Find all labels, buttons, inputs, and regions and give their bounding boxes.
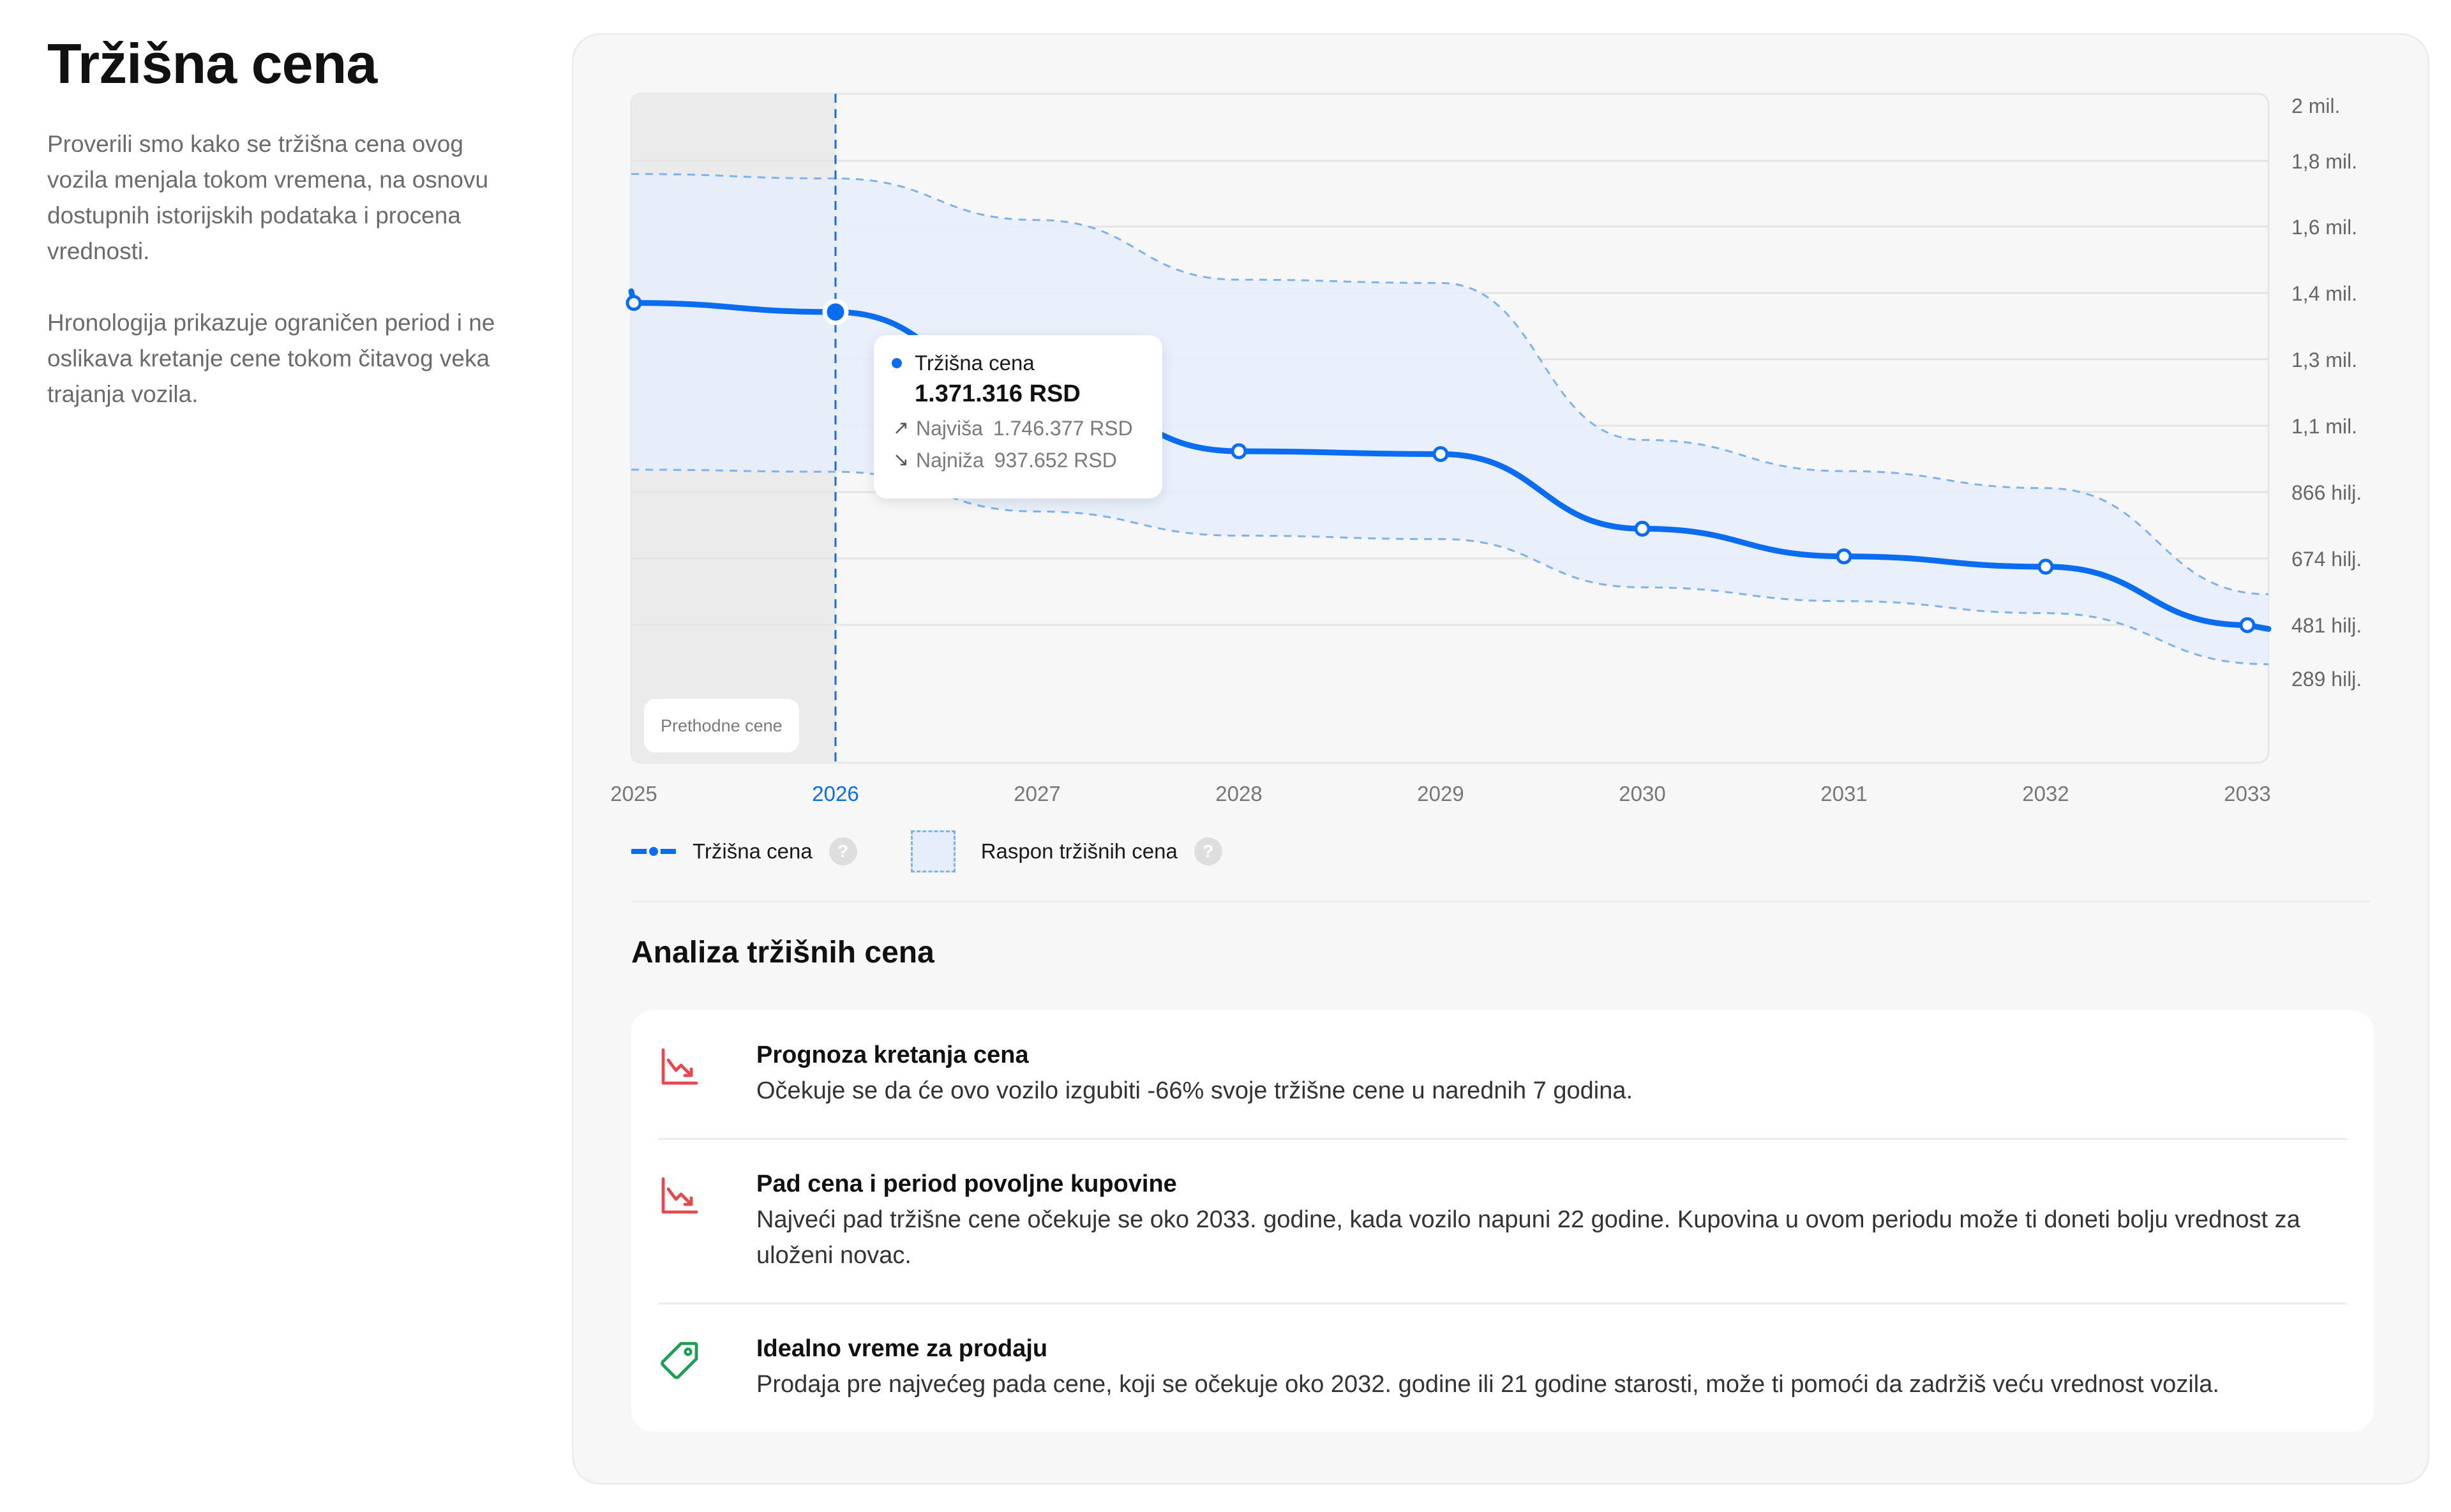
- analysis-separator: [658, 1303, 2347, 1305]
- analysis-item-title: Idealno vreme za prodaju: [756, 1335, 1048, 1362]
- analysis-panel: Prognoza kretanja cena Očekuje se da će …: [631, 1010, 2374, 1432]
- analysis-item-title: Pad cena i period povoljne kupovine: [756, 1171, 1177, 1197]
- x-tick-label[interactable]: 2030: [1619, 782, 1665, 805]
- y-tick-label: 1,6 mil.: [2291, 216, 2357, 239]
- analysis-separator: [658, 1138, 2347, 1140]
- tooltip-low-label: Najniža: [916, 449, 984, 472]
- price-chart-svg[interactable]: 2 mil. 1,8 mil. 1,6 mil. 1,4 mil. 1,3 mil. 1,…: [574, 35, 2431, 929]
- data-point[interactable]: [2239, 617, 2256, 633]
- x-tick-label[interactable]: 2026: [812, 782, 858, 805]
- y-tick-label: 481 hilj.: [2291, 614, 2362, 637]
- tooltip-low-value: 937.652 RSD: [994, 449, 1117, 472]
- line-marker-icon: [631, 844, 676, 858]
- legend-market-price-label: Tržišna cena: [693, 839, 813, 863]
- tooltip-high-value: 1.746.377 RSD: [993, 417, 1133, 440]
- analysis-item-text: Najveći pad tržišne cene očekuje se oko …: [756, 1206, 2300, 1269]
- data-point[interactable]: [1231, 443, 1247, 460]
- intro-paragraph-1: Proverili smo kako se tržišna cena ovog …: [47, 131, 489, 264]
- tooltip-low: ↘ Najniža 937.652 RSD: [893, 442, 1144, 478]
- data-point[interactable]: [1432, 445, 1449, 462]
- tooltip-value: 1.371.316 RSD: [915, 380, 1081, 407]
- x-tick-label[interactable]: 2032: [2022, 782, 2069, 805]
- help-icon[interactable]: ?: [1194, 837, 1222, 865]
- range-upper-line: [631, 173, 2269, 595]
- intro-section: Tržišna cena Proverili smo kako se tržiš…: [47, 31, 520, 412]
- help-icon[interactable]: ?: [828, 837, 857, 865]
- x-tick-label[interactable]: 2029: [1417, 782, 1464, 805]
- price-tag-icon: [661, 1342, 698, 1379]
- analysis-item-text: Prodaja pre najvećeg pada cene, koji se …: [756, 1371, 2219, 1398]
- x-tick-label[interactable]: 2027: [1014, 782, 1060, 805]
- page-title: Tržišna cena: [47, 32, 377, 95]
- arrow-up-right-icon: ↗: [893, 417, 910, 438]
- trend-down-icon: [661, 1048, 698, 1085]
- analysis-item: Prognoza kretanja cena Očekuje se da će …: [658, 1037, 2347, 1109]
- tooltip-high: ↗ Najviša 1.746.377 RSD: [893, 410, 1144, 446]
- analysis-item: Idealno vreme za prodaju Prodaja pre naj…: [658, 1331, 2347, 1402]
- selected-point[interactable]: [822, 299, 849, 326]
- y-tick-label: 674 hilj.: [2291, 548, 2362, 571]
- price-card: 2 mil. 1,8 mil. 1,6 mil. 1,4 mil. 1,3 mil. 1,…: [572, 33, 2429, 1485]
- tooltip-series-label: Tržišna cena: [915, 351, 1035, 375]
- section-divider: [631, 901, 2370, 902]
- y-tick-label: 1,4 mil.: [2291, 282, 2357, 305]
- y-tick-label: 1,8 mil.: [2291, 150, 2357, 173]
- x-tick-label[interactable]: 2025: [610, 782, 657, 805]
- y-tick-label: 289 hilj.: [2291, 668, 2362, 691]
- y-tick-label: 866 hilj.: [2291, 481, 2362, 504]
- x-tick-label[interactable]: 2033: [2224, 782, 2270, 805]
- data-point[interactable]: [1836, 548, 1852, 565]
- tooltip-high-label: Najviša: [916, 417, 983, 440]
- legend-price-range: Raspon tržišnih cena ?: [910, 830, 1222, 872]
- tooltip-dot: [892, 358, 902, 368]
- price-chart[interactable]: 2 mil. 1,8 mil. 1,6 mil. 1,4 mil. 1,3 mil. 1,…: [574, 35, 2431, 929]
- data-point[interactable]: [626, 295, 642, 311]
- analysis-item-text: Očekuje se da će ovo vozilo izgubiti -66…: [756, 1077, 1633, 1104]
- range-swatch-icon: [910, 830, 956, 872]
- trend-down-icon: [661, 1177, 698, 1214]
- intro-paragraph-2: Hronologija prikazuje ograničen period i…: [47, 310, 495, 407]
- analysis-title: Analiza tržišnih cena: [631, 936, 934, 969]
- y-tick-label: 2 mil.: [2291, 94, 2340, 117]
- y-tick-label: 1,3 mil.: [2291, 348, 2357, 371]
- chart-legend: Tržišna cena ? Raspon tržišnih cena ?: [631, 830, 1276, 872]
- y-tick-label: 1,1 mil.: [2291, 415, 2357, 438]
- arrow-down-right-icon: ↘: [893, 449, 910, 470]
- x-tick-label[interactable]: 2031: [1820, 782, 1867, 805]
- price-tooltip: Tržišna cena 1.371.316 RSD ↗ Najviša 1.7…: [874, 335, 1162, 498]
- analysis-item: Pad cena i period povoljne kupovine Najv…: [658, 1166, 2347, 1273]
- data-point[interactable]: [1634, 520, 1651, 537]
- previous-prices-badge: Prethodne cene: [644, 699, 799, 752]
- legend-market-price: Tržišna cena ?: [631, 837, 857, 865]
- price-range-band: [631, 174, 2268, 664]
- data-point[interactable]: [2037, 558, 2054, 575]
- x-tick-label[interactable]: 2028: [1215, 782, 1262, 805]
- legend-price-range-label: Raspon tržišnih cena: [980, 839, 1178, 863]
- analysis-item-title: Prognoza kretanja cena: [756, 1042, 1029, 1068]
